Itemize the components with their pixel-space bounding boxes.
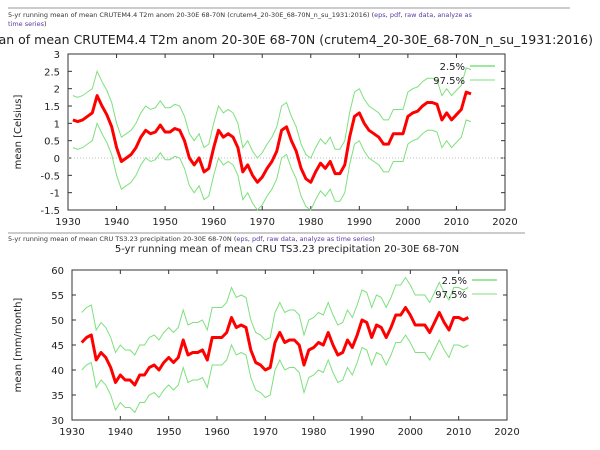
y-tick-label: 45 — [51, 341, 64, 352]
divider-bottom — [8, 232, 525, 234]
y-tick-label: 35 — [51, 391, 64, 402]
y-tick-label: 2 — [54, 85, 60, 96]
y-axis-label-temperature: mean [Celsius] — [13, 95, 24, 170]
y-tick-label: 3 — [54, 50, 60, 61]
link-pdf[interactable]: pdf — [252, 235, 263, 243]
x-tick-label: 1940 — [104, 217, 129, 228]
x-tick-label: 1980 — [301, 427, 326, 438]
chart-title-temperature: 5-yr running mean of mean CRUTEM4.4 T2m … — [0, 32, 593, 47]
y-tick-label: 40 — [51, 366, 64, 377]
x-tick-label: 2010 — [446, 427, 471, 438]
y-tick-label: 50 — [51, 316, 64, 327]
plot-frame — [67, 53, 506, 211]
x-tick-label: 1960 — [201, 217, 226, 228]
link-eps[interactable]: eps — [374, 11, 386, 19]
series-97.5-percent — [72, 67, 472, 159]
y-axis-label-precipitation: mean [mm/month] — [13, 298, 24, 393]
series-mean — [80, 306, 469, 387]
x-tick-label: 1990 — [347, 217, 372, 228]
x-tick-label: 2000 — [395, 217, 420, 228]
x-tick-label: 1950 — [152, 217, 177, 228]
divider-top — [8, 7, 570, 9]
caption-temperature: 5-yr running mean of mean CRUTEM4.4 T2m … — [8, 11, 472, 28]
caption-text: 5-yr running mean of mean CRU TS3.23 pre… — [8, 235, 232, 243]
y-tick-label: -1.5 — [40, 206, 60, 217]
y-tick-label: -0.5 — [40, 171, 60, 182]
x-tick-label: 1970 — [249, 217, 274, 228]
y-tick-label: 0 — [54, 154, 60, 165]
link-pdf[interactable]: pdf — [389, 11, 401, 19]
x-tick-label: 1930 — [59, 427, 84, 438]
x-tick-label: 1980 — [298, 217, 323, 228]
x-tick-label: 1930 — [55, 217, 80, 228]
y-tick-label: 1.5 — [44, 102, 60, 113]
y-tick-label: 1 — [54, 119, 60, 130]
y-tick-label: 55 — [51, 291, 64, 302]
link-raw-data[interactable]: raw data — [266, 235, 296, 243]
link-eps[interactable]: eps — [236, 235, 248, 243]
series-mean — [72, 90, 472, 184]
series-2.5-percent — [72, 119, 472, 211]
caption-text: 5-yr running mean of mean CRUTEM4.4 T2m … — [8, 11, 370, 19]
x-tick-label: 1970 — [253, 427, 278, 438]
x-tick-label: 1990 — [349, 427, 374, 438]
y-tick-label: 2.5 — [44, 67, 60, 78]
x-tick-label: 1950 — [156, 427, 181, 438]
legend-label: 2.5% — [442, 276, 467, 287]
y-tick-label: 60 — [51, 266, 64, 277]
y-tick-label: -1 — [50, 189, 60, 200]
link-analyze[interactable]: analyze as time series — [299, 235, 373, 243]
y-tick-label: 30 — [51, 416, 64, 427]
x-tick-label: 2020 — [494, 427, 519, 438]
x-tick-label: 1960 — [204, 427, 229, 438]
link-raw-data[interactable]: raw data — [404, 11, 434, 19]
chart-title-precipitation: 5-yr running mean of mean CRU TS3.23 pre… — [115, 244, 459, 255]
legend-label: 97.5% — [433, 76, 465, 87]
link-analyze[interactable]: analyze as time series — [8, 11, 472, 28]
x-tick-label: 1940 — [108, 427, 133, 438]
legend-label: 2.5% — [440, 62, 465, 73]
x-tick-label: 2020 — [492, 217, 517, 228]
caption-precipitation: 5-yr running mean of mean CRU TS3.23 pre… — [8, 235, 375, 243]
series-97.5-percent — [81, 276, 469, 356]
series-2.5-percent — [81, 334, 469, 414]
x-tick-label: 2010 — [444, 217, 469, 228]
x-tick-label: 2000 — [398, 427, 423, 438]
y-tick-label: 0.5 — [44, 137, 60, 148]
legend-label: 97.5% — [435, 290, 467, 301]
